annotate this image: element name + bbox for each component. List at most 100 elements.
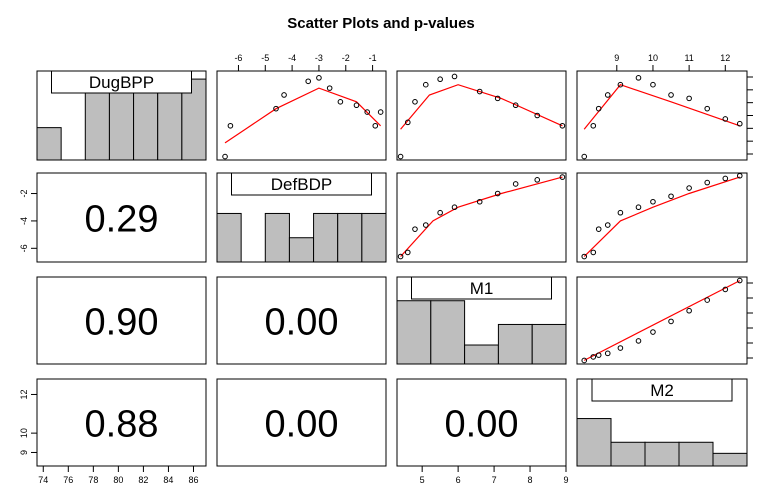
axis-tick-label-top: 10	[648, 53, 658, 63]
scatter-point-DugBPP_vs_M2	[635, 75, 642, 81]
axis-tick-label-left: -2	[19, 190, 29, 198]
axis-tick-label-left: -6	[19, 244, 29, 252]
scatter-point-DefBDP_vs_M2	[590, 249, 597, 256]
scatter-point-DugBPP_vs_M1	[437, 76, 443, 83]
panel-M2-DugBPP	[36, 378, 207, 467]
scatter-point-DugBPP_vs_DefBDP	[316, 75, 322, 81]
axis-tick-label-bottom: 86	[188, 475, 198, 485]
scatter-point-DefBDP_vs_M2	[595, 226, 602, 232]
variable-label-DefBDP: DefBDP	[271, 175, 332, 194]
variable-label-box-M2	[591, 378, 733, 402]
axis-tick-label-bottom: 6	[456, 475, 461, 485]
variable-label-DugBPP: DugBPP	[89, 73, 154, 92]
scatter-point-DugBPP_vs_M2	[650, 81, 656, 88]
smooth-line-M1_vs_M2	[583, 280, 741, 361]
scatter-point-DugBPP_vs_M2	[604, 92, 611, 98]
scatter-point-DefBDP_vs_M2	[650, 198, 656, 205]
axis-tick-label-top: -6	[234, 53, 242, 63]
histogram-bar-M1	[396, 300, 432, 365]
histogram-bar-DefBDP	[313, 212, 339, 263]
chart-title: Scatter Plots and p-values	[287, 15, 475, 32]
scatter-point-DugBPP_vs_M2	[595, 105, 602, 112]
p-value-M1-DugBPP: 0.90	[85, 302, 159, 344]
scatter-point-DefBDP_vs_M2	[722, 175, 729, 182]
axis-tick-label-bottom: 76	[63, 475, 73, 485]
scatter-point-M1_vs_M2	[595, 352, 602, 358]
axis-tick-label-bottom: 8	[528, 475, 533, 485]
scatter-point-DugBPP_vs_M2	[581, 153, 588, 160]
histogram-bar-M2	[644, 441, 680, 467]
histogram-bar-DefBDP	[337, 212, 363, 263]
scatter-point-M1_vs_M2	[736, 277, 743, 284]
variable-label-box-M1	[411, 276, 552, 300]
panel-DefBDP-M2	[576, 172, 748, 263]
axis-tick-label-top: -4	[288, 53, 296, 63]
scatter-point-DugBPP_vs_DefBDP	[377, 109, 384, 115]
scatter-point-DefBDP_vs_M1	[422, 222, 429, 228]
scatter-point-DugBPP_vs_M2	[736, 120, 743, 127]
panel-DefBDP-M1	[396, 172, 567, 263]
scatter-point-DefBDP_vs_M2	[604, 222, 611, 228]
panel-M1-DefBDP	[216, 276, 387, 365]
panel-M2-M1	[396, 378, 567, 467]
axis-tick-label-left: 12	[19, 389, 29, 399]
p-value-DefBDP-DugBPP: 0.29	[85, 199, 159, 241]
axis-tick-label-bottom: 7	[492, 475, 497, 485]
scatter-point-M1_vs_M2	[581, 357, 588, 364]
scatter-point-DefBDP_vs_M1	[404, 249, 411, 256]
axis-tick-label-left: 9	[19, 450, 29, 455]
histogram-bar-M2	[678, 441, 714, 467]
scatter-point-DefBDP_vs_M2	[736, 172, 743, 179]
scatter-point-M1_vs_M2	[722, 286, 729, 293]
scatter-point-M1_vs_M2	[604, 350, 611, 357]
panel-DugBPP-DefBDP	[216, 70, 387, 161]
scatter-point-DugBPP_vs_M1	[559, 122, 566, 129]
histogram-bar-DefBDP	[288, 237, 315, 263]
scatter-point-DugBPP_vs_M2	[704, 105, 711, 112]
scatter-point-DugBPP_vs_M1	[512, 102, 519, 109]
scatter-point-DugBPP_vs_M1	[494, 95, 501, 102]
axis-tick-label-top: -3	[315, 53, 323, 63]
smooth-line-DefBDP_vs_M1	[400, 176, 563, 257]
histogram-bar-M2	[610, 441, 646, 467]
axis-tick-label-top: -2	[342, 53, 350, 63]
scatter-point-DugBPP_vs_M1	[404, 119, 411, 126]
axis-tick-label-bottom: 9	[563, 475, 568, 485]
scatter-point-M1_vs_M2	[617, 345, 624, 351]
p-value-M1-DefBDP: 0.00	[265, 302, 339, 344]
scatter-point-DefBDP_vs_M2	[668, 193, 674, 200]
axis-tick-label-bottom: 82	[138, 475, 148, 485]
scatter-point-DugBPP_vs_DefBDP	[372, 122, 379, 129]
scatter-point-DefBDP_vs_M2	[617, 209, 624, 216]
histogram-bar-DefBDP	[264, 212, 290, 263]
scatter-point-DefBDP_vs_M2	[704, 179, 711, 186]
variable-label-box-DugBPP	[51, 70, 192, 94]
histogram-bar-M2	[712, 452, 748, 467]
scatter-point-DugBPP_vs_M1	[422, 81, 429, 88]
axis-tick-label-bottom: 84	[163, 475, 173, 485]
scatter-point-DefBDP_vs_M1	[476, 198, 483, 205]
variable-label-M2: M2	[650, 381, 674, 400]
variable-label-M1: M1	[470, 279, 494, 298]
smooth-line-DefBDP_vs_M2	[583, 176, 740, 257]
smooth-line-DugBPP_vs_M1	[400, 84, 563, 130]
scatter-point-DugBPP_vs_M2	[722, 116, 729, 122]
scatter-point-DefBDP_vs_M2	[635, 204, 642, 211]
axis-tick-label-top: 12	[720, 53, 730, 63]
scatter-point-DugBPP_vs_M2	[668, 92, 674, 98]
scatter-point-M1_vs_M2	[590, 354, 597, 360]
axis-tick-label-left: 10	[19, 428, 29, 438]
histogram-bar-DugBPP	[36, 127, 62, 161]
scatter-point-DugBPP_vs_M1	[397, 153, 404, 160]
scatter-point-DefBDP_vs_M1	[512, 181, 519, 187]
scatter-point-DefBDP_vs_M1	[397, 253, 404, 260]
variable-label-box-DefBDP	[231, 172, 372, 196]
smooth-line-DugBPP_vs_DefBDP	[224, 87, 382, 144]
scatter-point-DefBDP_vs_M1	[437, 209, 443, 216]
scatter-point-DefBDP_vs_M1	[412, 226, 418, 232]
panel-DefBDP-DugBPP	[36, 172, 207, 263]
scatter-point-DugBPP_vs_DefBDP	[227, 122, 234, 129]
scatter-point-DugBPP_vs_DefBDP	[273, 105, 279, 112]
scatter-point-DefBDP_vs_M1	[559, 174, 566, 180]
scatter-point-DugBPP_vs_DefBDP	[364, 109, 371, 115]
